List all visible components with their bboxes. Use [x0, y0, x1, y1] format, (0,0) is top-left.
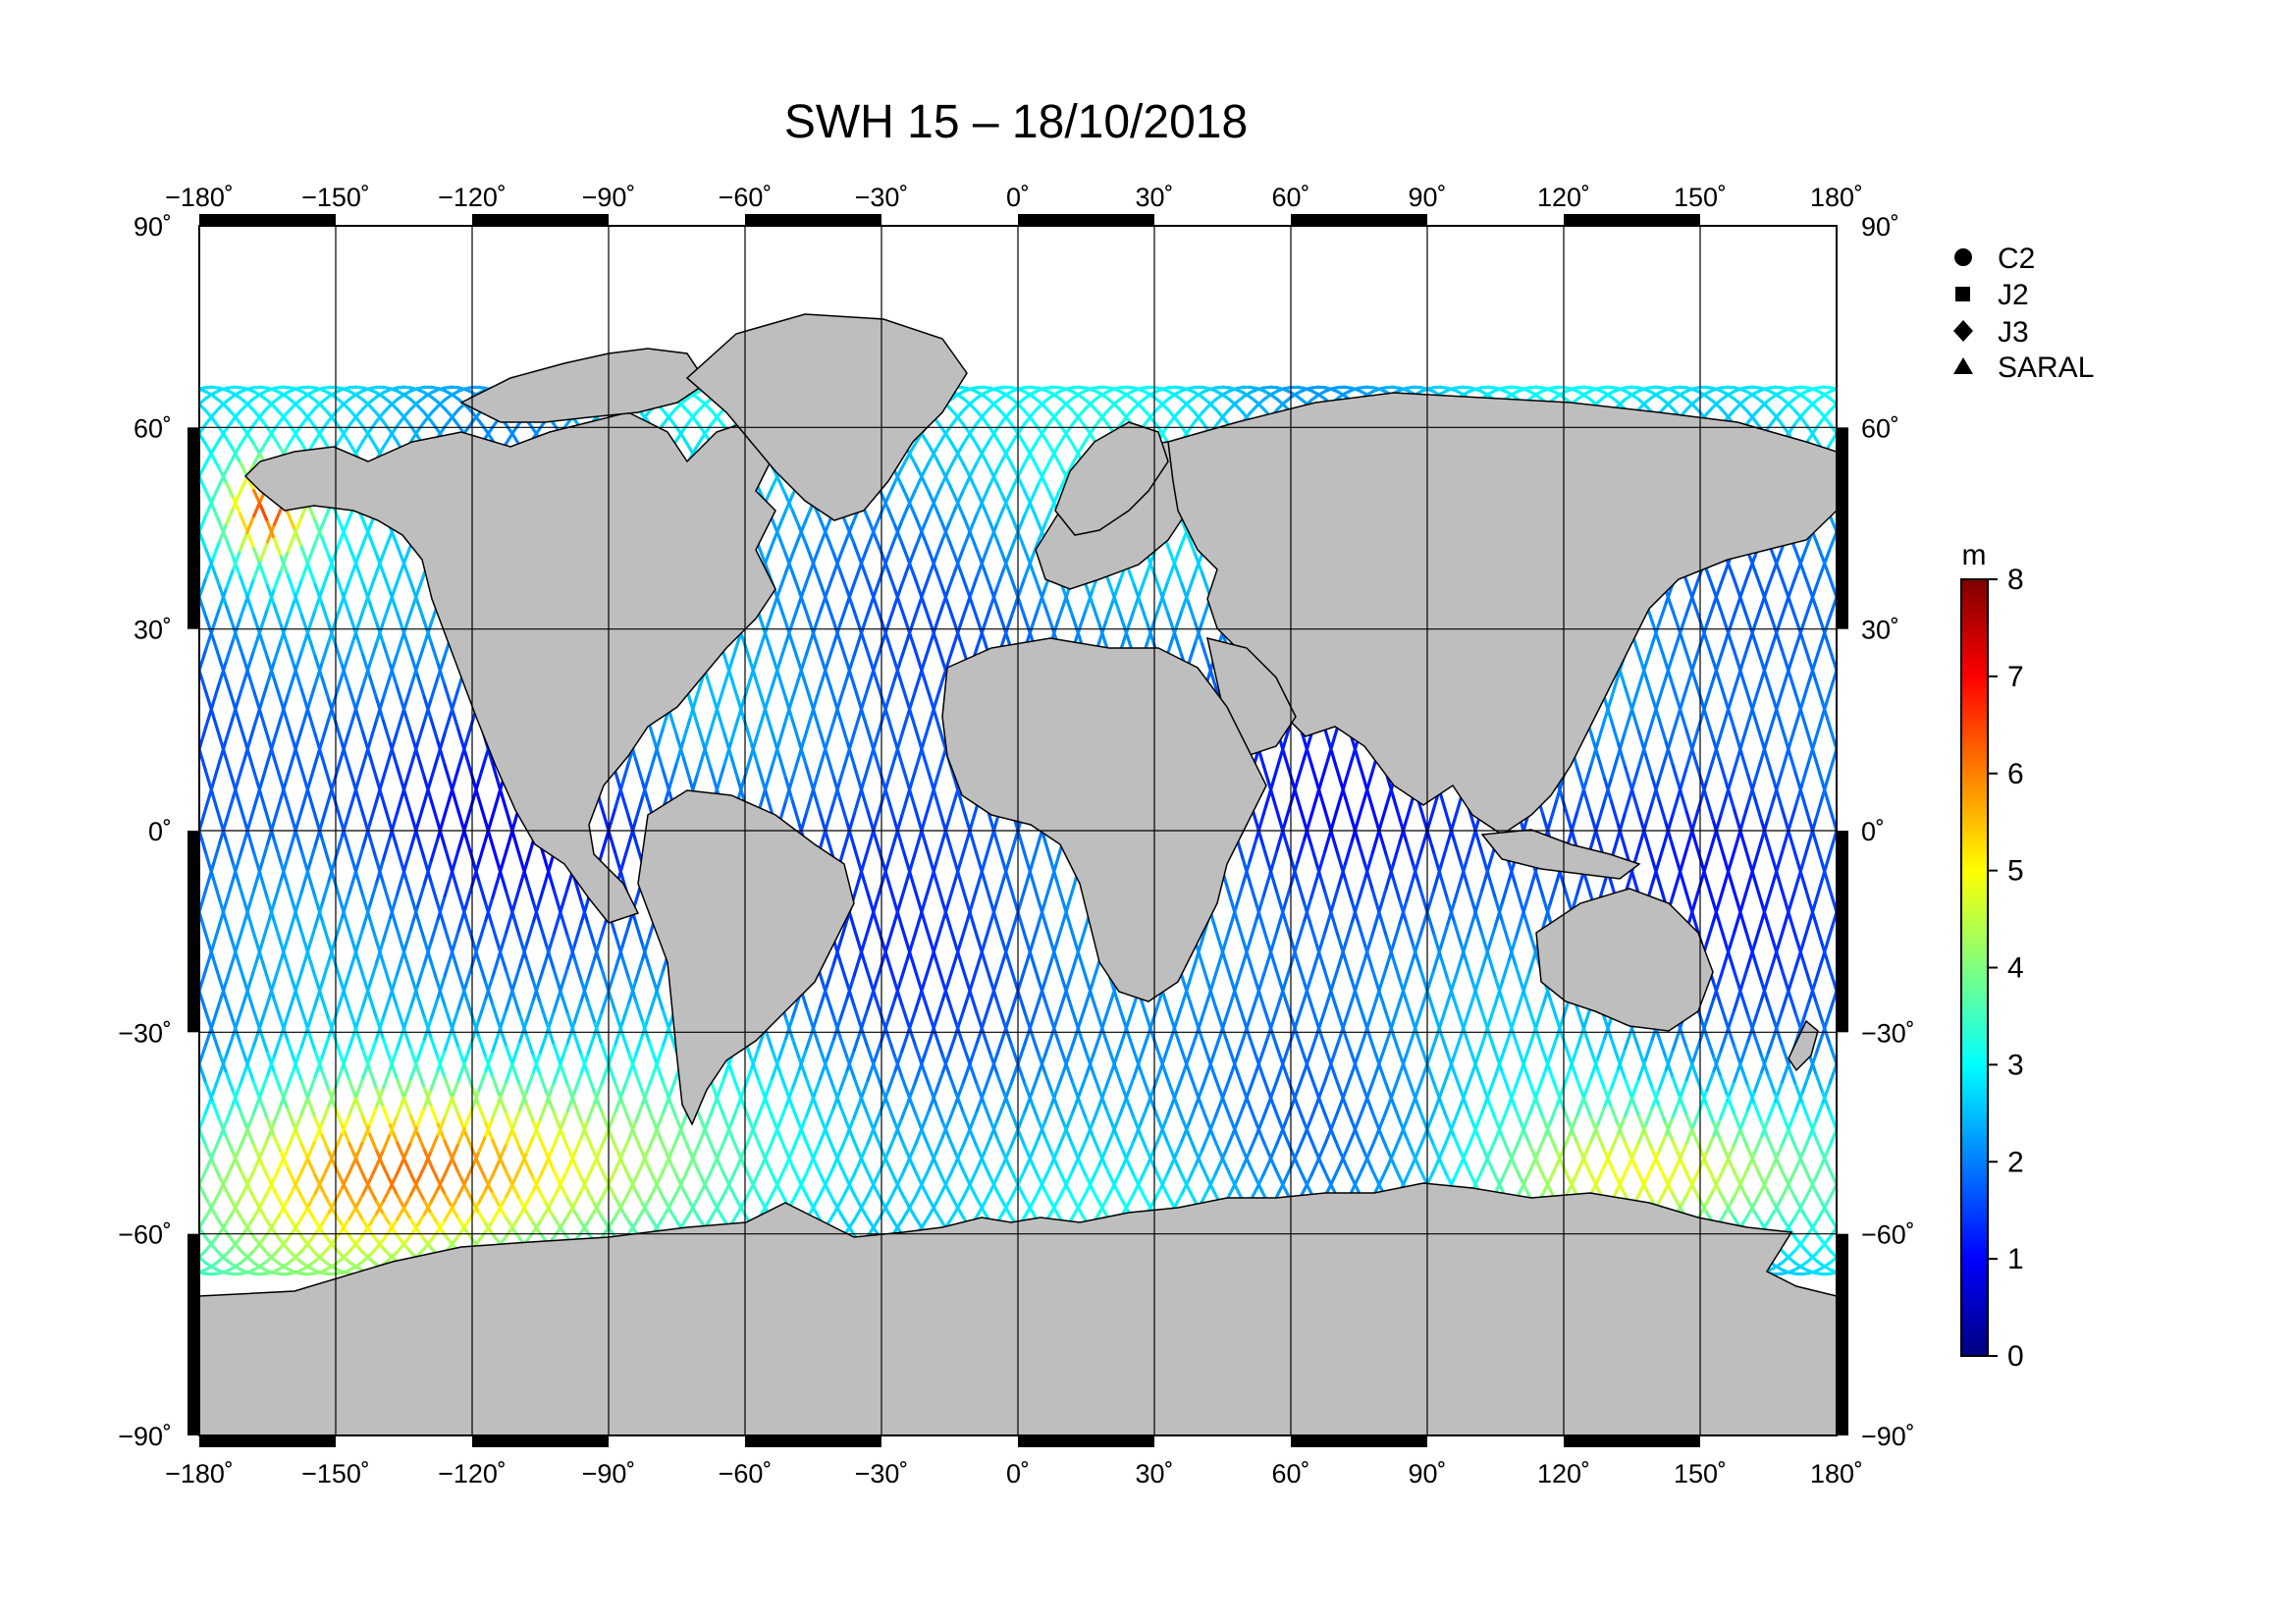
- figure-title: SWH 15 – 18/10/2018: [784, 96, 1248, 148]
- map-area: [187, 214, 1848, 1447]
